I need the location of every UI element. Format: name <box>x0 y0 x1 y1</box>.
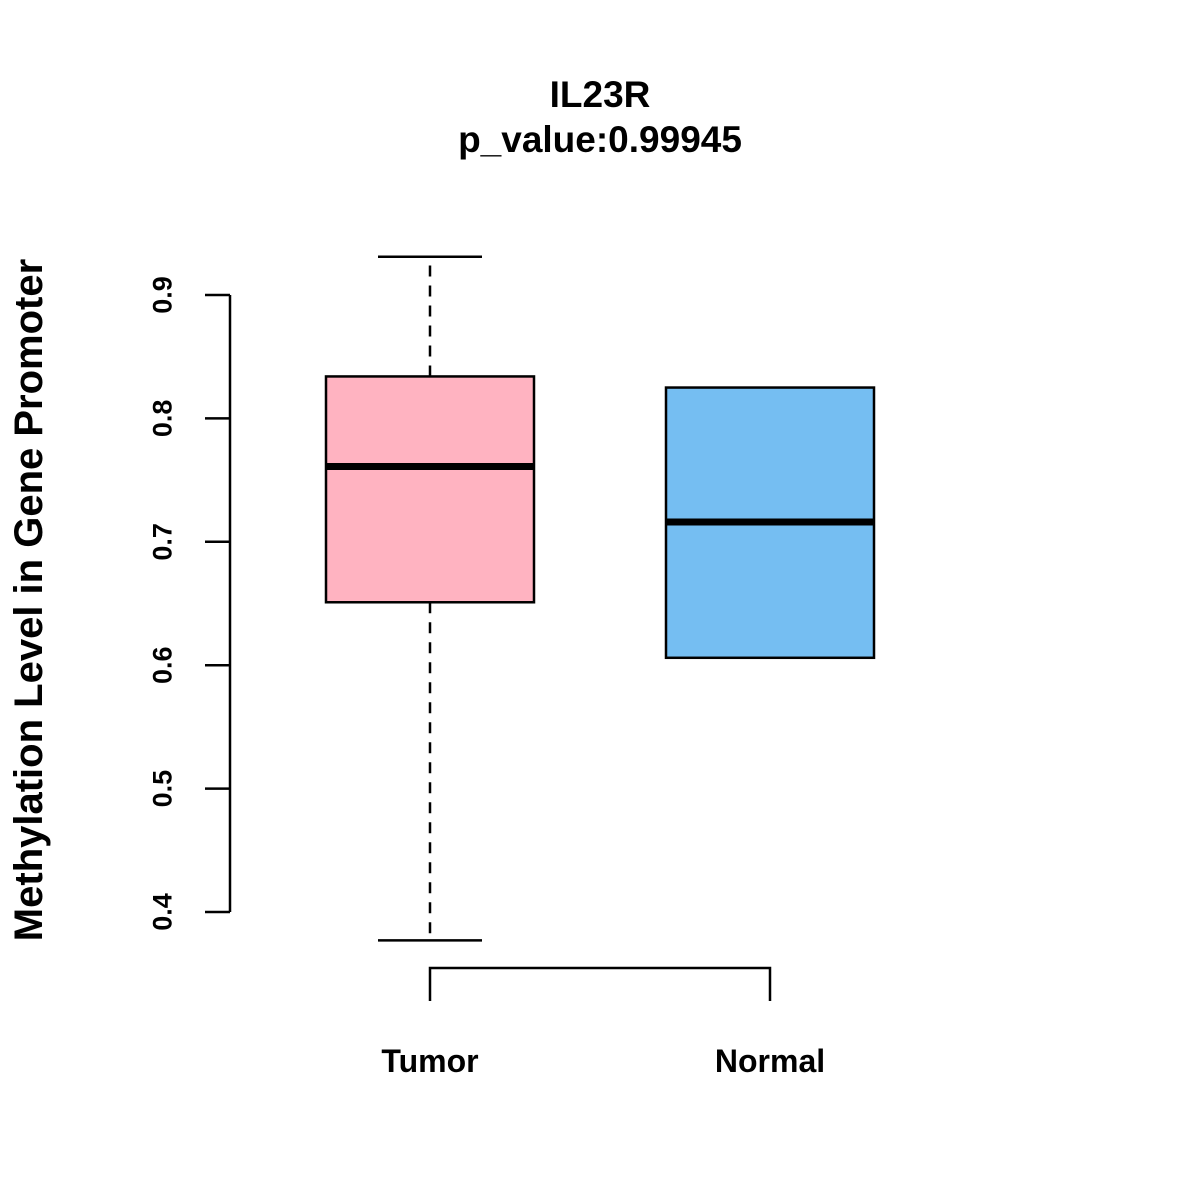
y-tick-label: 0.6 <box>147 646 177 684</box>
y-tick-label: 0.5 <box>147 770 177 808</box>
box-tumor <box>324 375 536 604</box>
plot-area: 0.4 0.5 0.6 0.7 0.8 0.9 Tumor Normal <box>147 255 876 1079</box>
x-category-label-normal: Normal <box>715 1043 825 1079</box>
x-axis-bracket <box>428 966 772 1001</box>
y-axis-label: Methylation Level in Gene Promoter <box>7 259 51 941</box>
y-tick-label: 0.8 <box>147 400 177 438</box>
y-tick-label: 0.7 <box>147 523 177 561</box>
chart-title: IL23R <box>550 74 651 115</box>
x-category-label-tumor: Tumor <box>381 1043 478 1079</box>
y-tick-label: 0.9 <box>147 276 177 314</box>
chart-subtitle-pvalue: p_value:0.99945 <box>458 119 742 160</box>
y-tick-label: 0.4 <box>147 893 177 931</box>
